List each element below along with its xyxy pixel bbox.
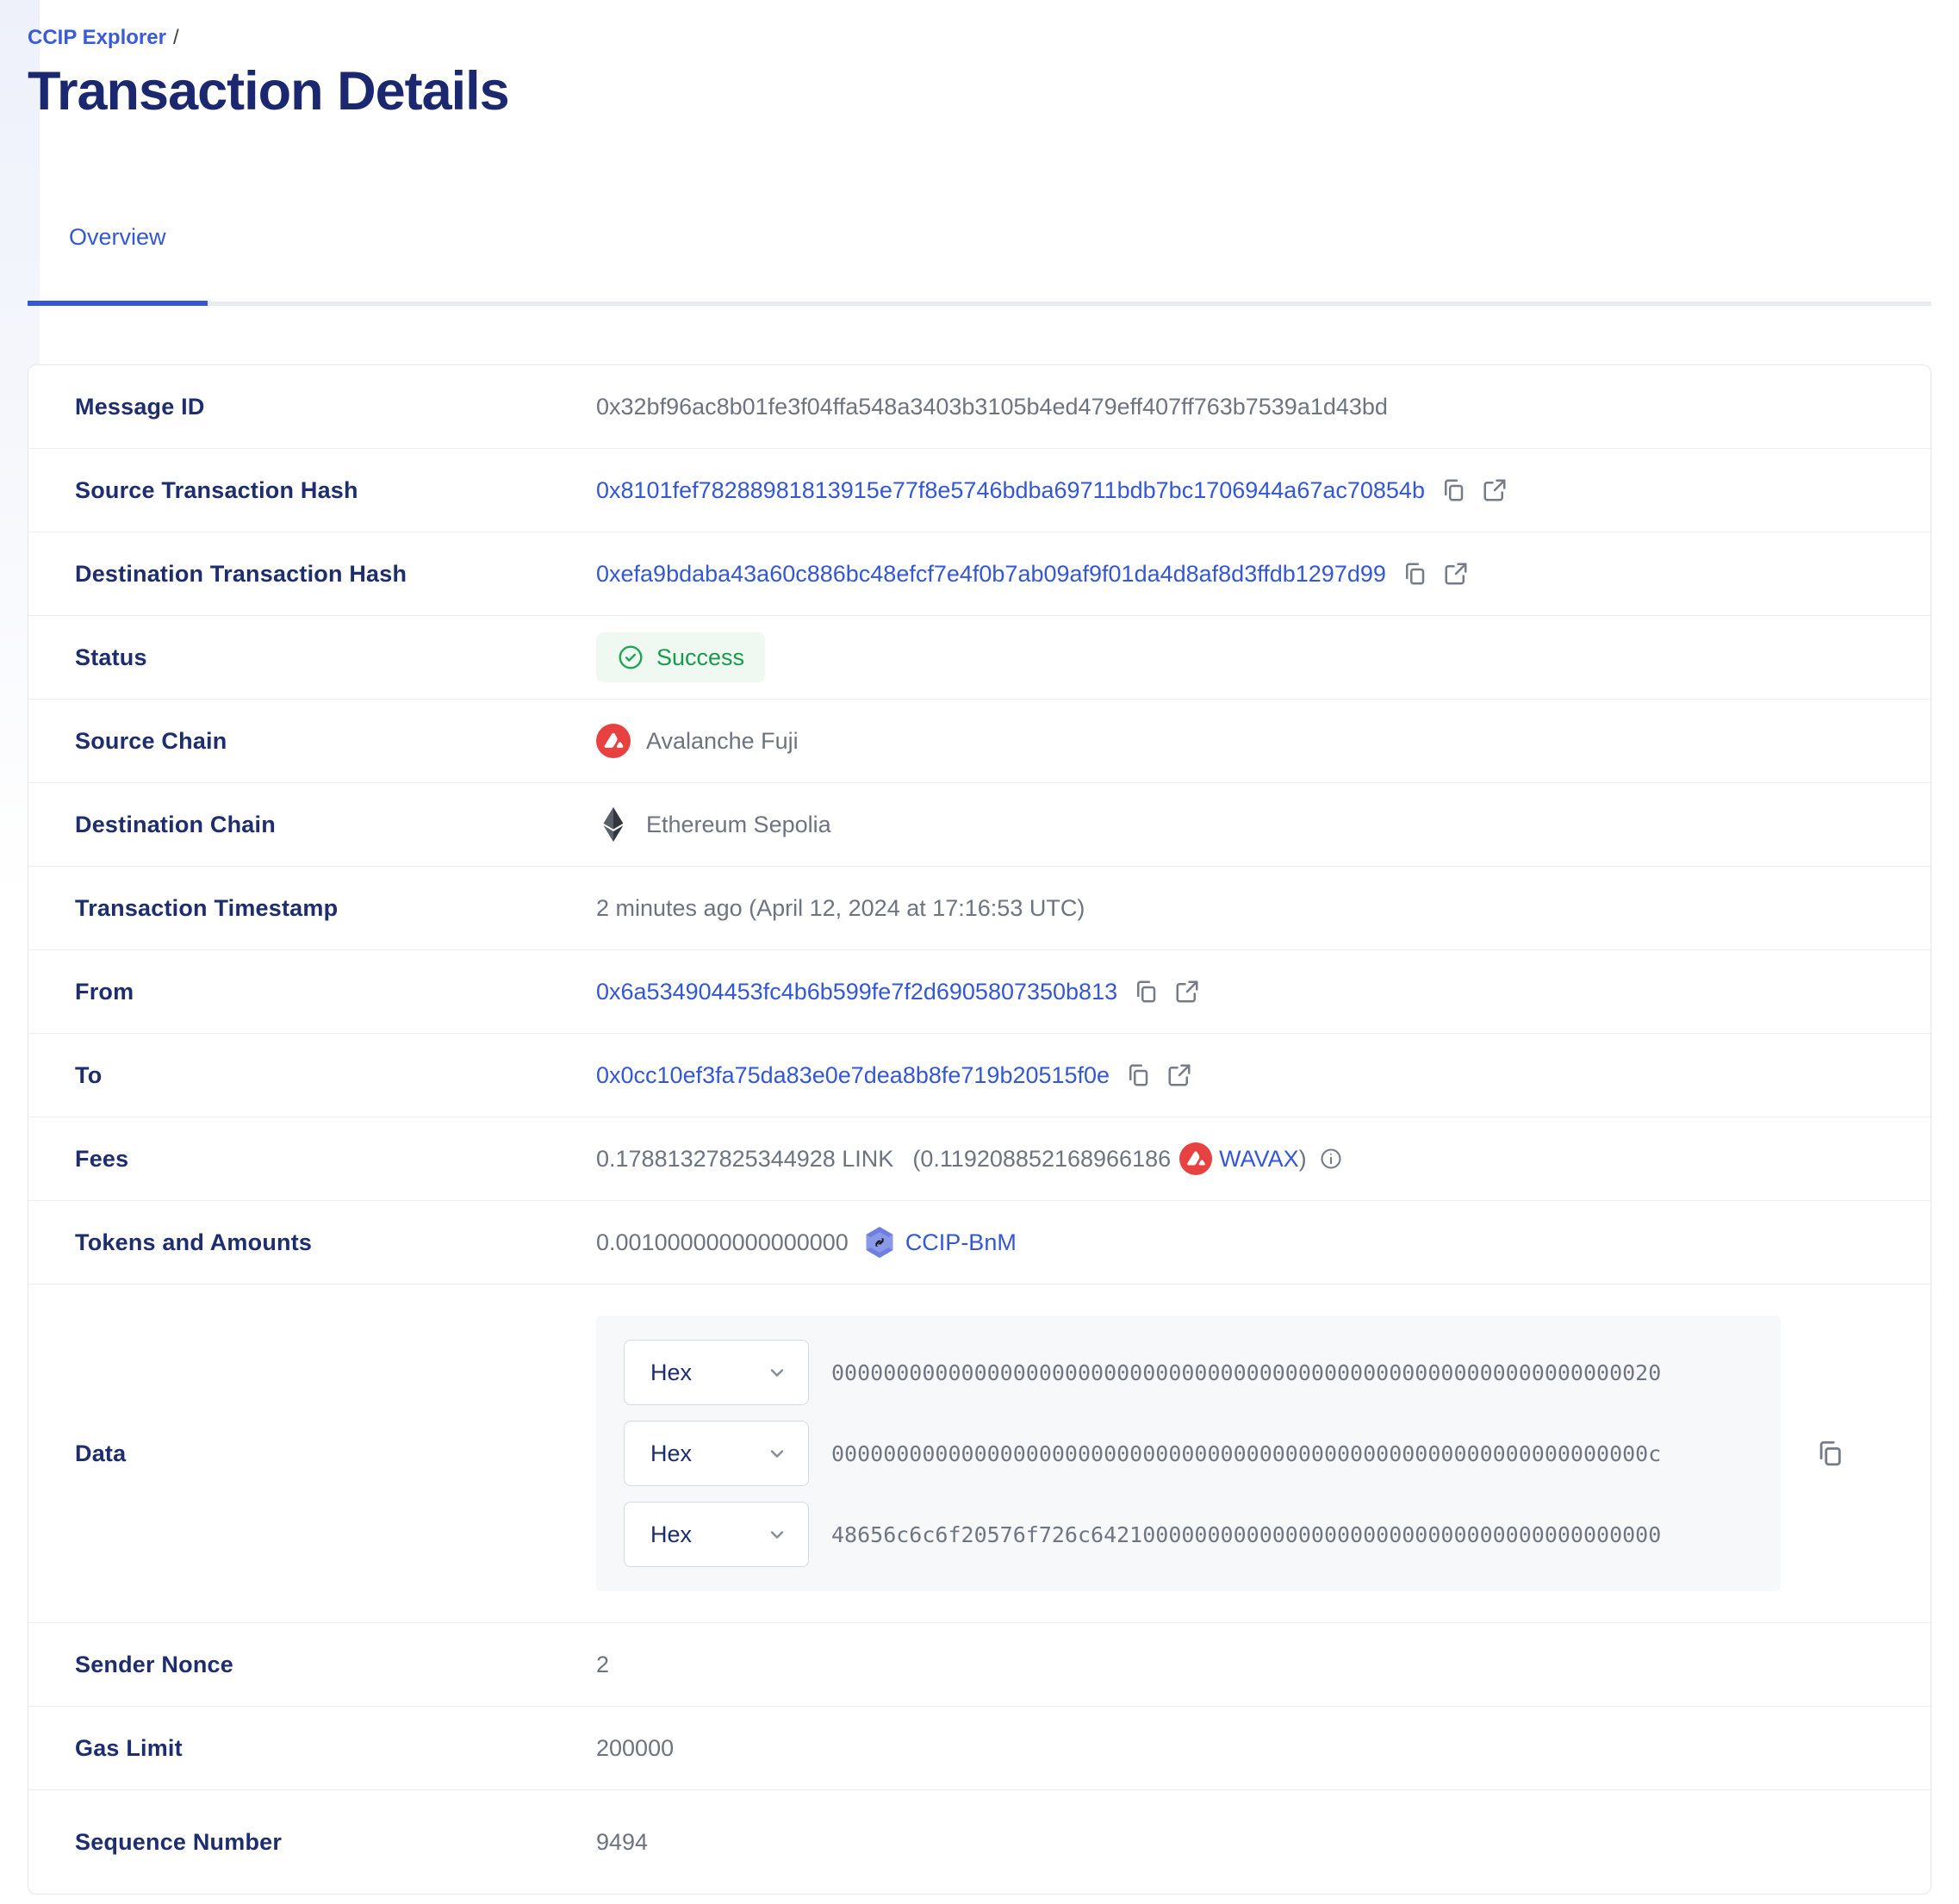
row-gas-limit: Gas Limit 200000 [28,1707,1931,1790]
chevron-down-icon [767,1362,787,1383]
fees-wavax-amount: (0.119208852168966186 [912,1145,1172,1172]
avalanche-icon [596,724,631,758]
sequence-number-value: 9494 [596,1828,649,1855]
status-badge-text: Success [656,644,745,670]
source-chain-name: Avalanche Fuji [646,727,799,754]
row-source-chain: Source Chain Avalanche Fuji [28,700,1931,783]
row-transaction-timestamp: Transaction Timestamp 2 minutes ago (Apr… [28,867,1931,950]
to-address-link[interactable]: 0x0cc10ef3fa75da83e0e7dea8b8fe719b20515f… [596,1061,1110,1088]
from-address-link[interactable]: 0x6a534904453fc4b6b599fe7f2d6905807350b8… [596,978,1118,1005]
tab-overview[interactable]: Overview [28,224,208,306]
from-label: From [75,978,134,1005]
data-format-select[interactable]: Hex [624,1340,809,1405]
copy-icon[interactable] [1815,1439,1844,1468]
row-to: To 0x0cc10ef3fa75da83e0e7dea8b8fe719b205… [28,1034,1931,1117]
transaction-timestamp-value: 2 minutes ago (April 12, 2024 at 17:16:5… [596,894,1085,921]
copy-icon[interactable] [1402,561,1427,587]
sender-nonce-value: 2 [596,1651,610,1677]
avalanche-icon [1179,1142,1213,1175]
row-data: Data Hex 0000000000000000000000000000000… [28,1285,1931,1623]
data-format-select[interactable]: Hex [624,1421,809,1486]
transaction-details-card: Message ID 0x32bf96ac8b01fe3f04ffa548a34… [28,364,1931,1895]
data-hex-value: 0000000000000000000000000000000000000000… [831,1360,1662,1385]
ccip-bnm-token-icon [862,1225,897,1260]
source-chain-label: Source Chain [75,727,227,754]
row-source-tx-hash: Source Transaction Hash 0x8101fef7828898… [28,449,1931,532]
row-fees: Fees 0.17881327825344928 LINK (0.1192088… [28,1117,1931,1201]
message-id-label: Message ID [75,393,205,420]
fees-label: Fees [75,1145,129,1172]
row-message-id: Message ID 0x32bf96ac8b01fe3f04ffa548a34… [28,365,1931,449]
row-status: Status Success [28,616,1931,700]
breadcrumb-ccip-explorer-link[interactable]: CCIP Explorer [28,26,166,49]
data-label: Data [75,1440,127,1466]
destination-chain-label: Destination Chain [75,811,276,837]
row-sender-nonce: Sender Nonce 2 [28,1623,1931,1707]
breadcrumb-separator: / [172,26,179,49]
data-format-select-value: Hex [650,1359,693,1385]
to-label: To [75,1061,103,1088]
message-id-value: 0x32bf96ac8b01fe3f04ffa548a3403b3105b4ed… [596,393,1388,420]
external-link-icon[interactable] [1443,561,1469,587]
copy-icon[interactable] [1125,1062,1151,1088]
wavax-token-link[interactable]: WAVAX [1219,1145,1299,1172]
token-amount: 0.001000000000000000 [596,1229,849,1255]
fees-link-amount: 0.17881327825344928 LINK [596,1145,894,1172]
row-from: From 0x6a534904453fc4b6b599fe7f2d6905807… [28,950,1931,1034]
row-sequence-number: Sequence Number 9494 [28,1790,1931,1894]
row-tokens-and-amounts: Tokens and Amounts 0.001000000000000000 … [28,1201,1931,1285]
destination-tx-hash-link[interactable]: 0xefa9bdaba43a60c886bc48efcf7e4f0b7ab09a… [596,560,1386,587]
chevron-down-icon [767,1524,787,1545]
source-tx-hash-link[interactable]: 0x8101fef78288981813915e77f8e5746bdba697… [596,476,1425,503]
external-link-icon[interactable] [1166,1062,1192,1088]
sequence-number-label: Sequence Number [75,1828,283,1855]
status-badge: Success [596,632,766,682]
data-line: Hex 48656c6c6f20576f726c6421000000000000… [624,1502,1753,1567]
destination-tx-hash-label: Destination Transaction Hash [75,560,407,587]
external-link-icon[interactable] [1482,477,1508,503]
data-format-select-value: Hex [650,1440,693,1466]
fees-paren-close: ) [1298,1145,1307,1172]
data-hex-value: 48656c6c6f20576f726c64210000000000000000… [831,1521,1662,1547]
chevron-down-icon [767,1443,787,1464]
tokens-and-amounts-label: Tokens and Amounts [75,1229,313,1255]
status-label: Status [75,644,147,670]
data-line: Hex 000000000000000000000000000000000000… [624,1421,1753,1486]
source-tx-hash-label: Source Transaction Hash [75,476,358,503]
sender-nonce-label: Sender Nonce [75,1651,233,1677]
destination-chain-name: Ethereum Sepolia [646,811,831,837]
ethereum-icon [596,807,631,842]
gas-limit-value: 200000 [596,1734,675,1761]
data-line: Hex 000000000000000000000000000000000000… [624,1340,1753,1405]
data-format-select[interactable]: Hex [624,1502,809,1567]
check-circle-icon [617,644,644,671]
info-icon[interactable] [1319,1147,1343,1171]
tab-bar: Overview [28,224,1931,306]
data-hex-value: 0000000000000000000000000000000000000000… [831,1440,1662,1466]
row-destination-chain: Destination Chain Ethereum Sepolia [28,783,1931,867]
copy-icon[interactable] [1133,979,1159,1005]
page-title: Transaction Details [28,61,510,121]
transaction-timestamp-label: Transaction Timestamp [75,894,339,921]
row-destination-tx-hash: Destination Transaction Hash 0xefa9bdaba… [28,532,1931,616]
copy-icon[interactable] [1440,477,1466,503]
external-link-icon[interactable] [1174,979,1200,1005]
ccip-bnm-token-link[interactable]: CCIP-BnM [905,1229,1017,1255]
data-hex-panel: Hex 000000000000000000000000000000000000… [596,1316,1781,1591]
data-format-select-value: Hex [650,1521,693,1547]
breadcrumb: CCIP Explorer / [28,26,1931,50]
gas-limit-label: Gas Limit [75,1734,183,1761]
